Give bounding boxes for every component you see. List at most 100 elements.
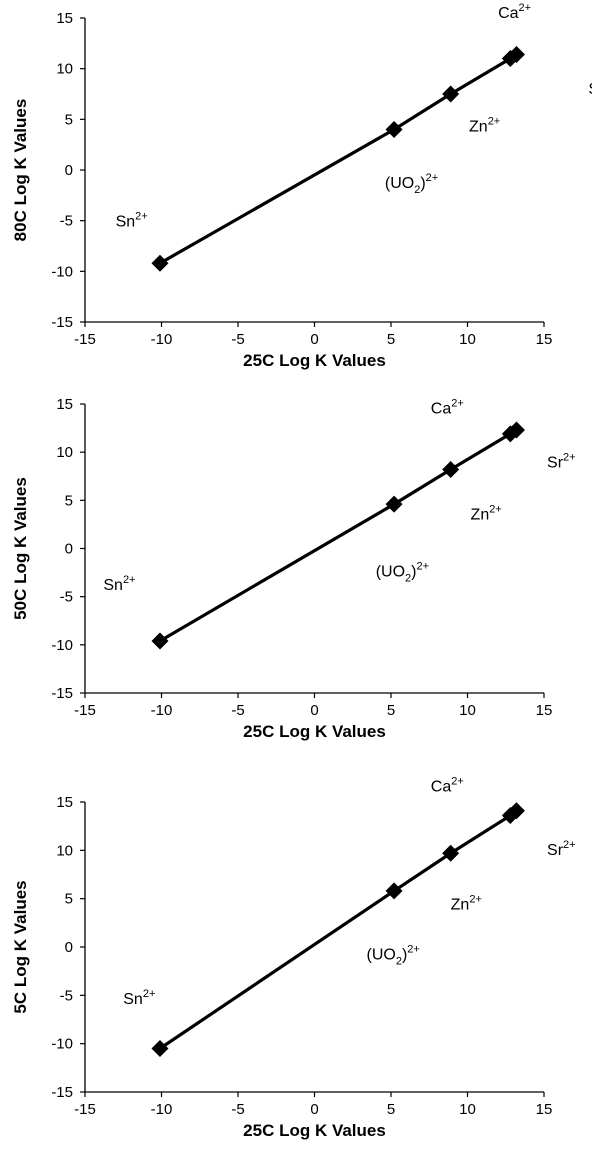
x-tick-label: -5 xyxy=(231,702,244,719)
ion-label: Ca2+ xyxy=(498,2,531,22)
ion-label-base: (UO xyxy=(367,947,396,964)
x-axis-title: 25C Log K Values xyxy=(243,1121,386,1140)
ion-label: (UO2)2+ xyxy=(376,560,429,584)
ion-label-base: (UO xyxy=(376,563,405,580)
ion-label-charge: 2+ xyxy=(519,2,532,14)
ion-label-base: Sn xyxy=(123,991,143,1008)
ion-label-subscript: 2 xyxy=(414,184,420,196)
y-tick-label: 10 xyxy=(56,444,73,461)
data-point-marker xyxy=(501,50,519,68)
data-point-marker xyxy=(442,461,460,479)
y-tick-label: -15 xyxy=(51,1084,73,1101)
ion-label: Sr2+ xyxy=(547,452,576,472)
x-tick-label: -5 xyxy=(231,1101,244,1118)
x-tick-label: 0 xyxy=(310,331,318,348)
data-point-marker xyxy=(442,844,460,862)
ion-label: Ca2+ xyxy=(431,398,464,418)
y-tick-label: -15 xyxy=(51,314,73,331)
y-axis-title: 50C Log K Values xyxy=(11,477,30,620)
ion-label-subscript: 2 xyxy=(396,956,402,968)
series-line xyxy=(159,53,518,265)
y-axis-title: 80C Log K Values xyxy=(11,99,30,242)
ion-label-charge: 2+ xyxy=(135,211,148,223)
y-tick-label: -5 xyxy=(60,589,73,606)
data-point-marker xyxy=(151,632,169,650)
ion-label-charge: 2+ xyxy=(563,452,576,464)
y-tick-label: 15 xyxy=(56,794,73,811)
ion-label-charge: 2+ xyxy=(489,504,502,516)
ion-label-close: ) xyxy=(402,947,407,964)
series-line xyxy=(159,428,518,643)
ion-label-charge: 2+ xyxy=(451,775,464,787)
ion-label: Sr2+ xyxy=(547,839,576,859)
data-point-marker xyxy=(507,421,525,439)
ion-label: Sn2+ xyxy=(103,574,135,594)
ion-label: (UO2)2+ xyxy=(385,172,438,196)
ion-label-charge: 2+ xyxy=(563,839,576,851)
ion-label-base: Ca xyxy=(498,5,519,22)
x-tick-label: 15 xyxy=(536,702,553,719)
data-point-marker xyxy=(385,120,403,138)
x-tick-label: 0 xyxy=(310,1101,318,1118)
y-tick-label: 0 xyxy=(65,162,73,179)
y-tick-label: 5 xyxy=(65,111,73,128)
ion-label-base: Ca xyxy=(431,778,452,795)
y-tick-label: -5 xyxy=(60,213,73,230)
ion-label-base: Ca xyxy=(431,401,452,418)
x-axis-title: 25C Log K Values xyxy=(243,722,386,741)
series-line xyxy=(159,809,518,1050)
data-point-marker xyxy=(151,1040,169,1057)
ion-label-base: Sn xyxy=(116,214,136,231)
x-tick-label: 5 xyxy=(387,702,395,719)
x-tick-label: 15 xyxy=(536,1101,553,1118)
ion-label-charge: 2+ xyxy=(407,944,420,956)
ion-label-base: (UO xyxy=(385,175,414,192)
ion-label: Zn2+ xyxy=(471,504,502,524)
x-tick-label: -10 xyxy=(151,702,173,719)
ion-label-charge: 2+ xyxy=(416,560,429,572)
ion-label-base: Sr xyxy=(547,842,564,859)
y-tick-label: 0 xyxy=(65,541,73,558)
ion-label: Ca2+ xyxy=(431,775,464,795)
ion-label-subscript: 2 xyxy=(405,572,411,584)
ion-label: Zn2+ xyxy=(469,115,500,135)
x-tick-label: 5 xyxy=(387,331,395,348)
x-tick-label: -10 xyxy=(151,331,173,348)
ion-label-base: Sr xyxy=(547,455,564,472)
y-tick-label: 0 xyxy=(65,939,73,956)
ion-label-charge: 2+ xyxy=(143,988,156,1000)
data-point-marker xyxy=(507,802,525,820)
ion-label-base: Zn xyxy=(469,118,488,135)
x-axis-title: 25C Log K Values xyxy=(243,351,386,370)
x-tick-label: -15 xyxy=(74,331,96,348)
y-axis-title: 5C Log K Values xyxy=(11,880,30,1013)
y-tick-label: -5 xyxy=(60,987,73,1004)
ion-label: Sr2+ xyxy=(588,78,592,98)
ion-label-close: ) xyxy=(411,563,416,580)
data-point-marker xyxy=(151,254,169,272)
ion-label-charge: 2+ xyxy=(123,574,136,586)
x-tick-label: -15 xyxy=(74,702,96,719)
x-tick-label: 10 xyxy=(459,1101,476,1118)
data-point-marker xyxy=(385,495,403,513)
ion-label: Zn2+ xyxy=(451,893,482,913)
y-tick-label: -10 xyxy=(51,1036,73,1053)
data-point-marker xyxy=(501,425,519,443)
x-tick-label: 15 xyxy=(536,331,553,348)
data-point-marker xyxy=(507,45,525,63)
data-point-marker xyxy=(442,85,460,103)
ion-label-base: Zn xyxy=(451,896,470,913)
ion-label-charge: 2+ xyxy=(488,115,501,127)
y-tick-label: 10 xyxy=(56,842,73,859)
ion-label-base: Zn xyxy=(471,507,490,524)
y-tick-label: -15 xyxy=(51,685,73,702)
x-tick-label: 5 xyxy=(387,1101,395,1118)
y-tick-label: 10 xyxy=(56,61,73,78)
y-tick-label: 5 xyxy=(65,891,73,908)
ion-label-base: Sr xyxy=(588,81,592,98)
y-tick-label: -10 xyxy=(51,637,73,654)
x-tick-label: 10 xyxy=(459,702,476,719)
ion-label-charge: 2+ xyxy=(469,893,482,905)
